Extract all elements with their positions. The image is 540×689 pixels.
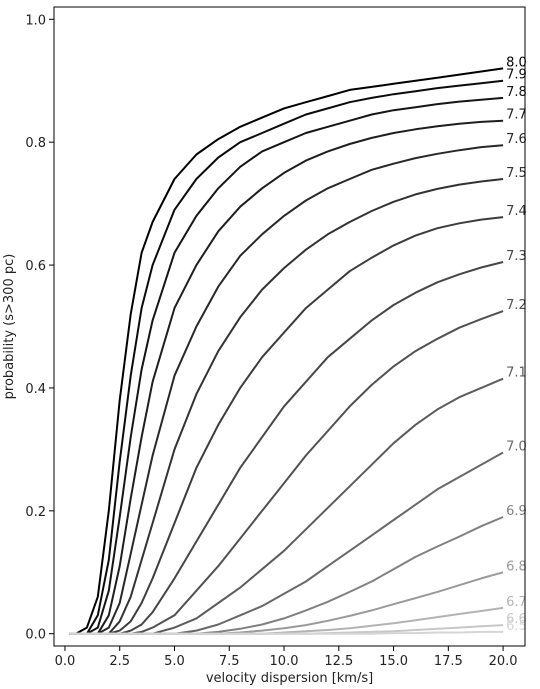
y-tick-label: 0.6 bbox=[25, 259, 46, 274]
series-line-7.4 bbox=[69, 216, 504, 635]
y-tick-label: 0.2 bbox=[25, 505, 46, 520]
y-tick-label: 0.4 bbox=[25, 382, 46, 397]
curve-label-8.0: 8.0 bbox=[506, 55, 527, 70]
x-tick-label: 10.0 bbox=[270, 654, 299, 669]
curve-label-6.8: 6.8 bbox=[506, 559, 527, 574]
curve-label-6.7: 6.7 bbox=[506, 595, 527, 610]
curve-label-7.9: 7.9 bbox=[506, 68, 527, 83]
x-tick-label: 7.5 bbox=[219, 654, 240, 669]
axes-frame bbox=[53, 6, 526, 647]
curve-label-7.4: 7.4 bbox=[506, 204, 527, 219]
curve-label-6.9: 6.9 bbox=[506, 504, 527, 519]
x-tick-label: 12.5 bbox=[324, 654, 353, 669]
y-tick-label: 0.0 bbox=[25, 628, 46, 643]
curve-labels: 8.07.9 7.8 7.7 7.6 7.5 7.4 7.3 7.2 7.1 7.0 6.9 6.8 6… bbox=[506, 55, 527, 633]
plot-area: 8.07.9 7.8 7.7 7.6 7.5 7.4 7.3 7.2 7.1 7.0 6.9 6.8 6… bbox=[53, 6, 527, 647]
series-line-6.5 bbox=[69, 630, 504, 635]
x-axis-title: velocity dispersion [km/s] bbox=[206, 671, 373, 686]
series-line-6.7 bbox=[69, 606, 504, 635]
curve-label-7.6: 7.6 bbox=[506, 132, 527, 147]
x-tick-label: 15.0 bbox=[379, 654, 408, 669]
series-line-7.5 bbox=[69, 178, 504, 635]
curve-label-7.1: 7.1 bbox=[506, 366, 527, 381]
curve-label-7.0: 7.0 bbox=[506, 439, 527, 454]
curve-label-7.5: 7.5 bbox=[506, 166, 527, 181]
curve-label-6.6: 6.6 bbox=[506, 612, 527, 627]
curve-label-7.2: 7.2 bbox=[506, 298, 527, 313]
series-layer bbox=[69, 67, 504, 635]
y-tick-label: 0.8 bbox=[25, 136, 46, 151]
series-line-8.0 bbox=[69, 67, 504, 635]
x-tick-label: 17.5 bbox=[434, 654, 463, 669]
curve-label-7.3: 7.3 bbox=[506, 249, 527, 264]
curve-label-7.8: 7.8 bbox=[506, 85, 527, 100]
x-tick-label: 5.0 bbox=[164, 654, 185, 669]
y-tick-label: 1.0 bbox=[25, 13, 46, 28]
x-tick-label: 0.0 bbox=[55, 654, 76, 669]
y-axis-title: probability (s>300 pc) bbox=[2, 254, 17, 400]
curve-label-6.5: 6.5 bbox=[506, 619, 527, 634]
x-axis: 0.0 2.5 5.0 7.5 10.0 12.5 15.0 17.5 20.0 bbox=[55, 646, 518, 669]
series-line-7.6 bbox=[69, 144, 504, 635]
series-line-7.8 bbox=[69, 96, 504, 635]
y-axis: 0.0 0.2 0.4 0.6 0.8 1.0 bbox=[25, 13, 54, 643]
series-line-7.9 bbox=[69, 79, 504, 635]
series-line-7.3 bbox=[69, 261, 504, 635]
x-tick-label: 2.5 bbox=[109, 654, 130, 669]
series-line-7.7 bbox=[69, 119, 504, 635]
x-tick-label: 20.0 bbox=[489, 654, 518, 669]
curve-label-7.7: 7.7 bbox=[506, 108, 527, 123]
